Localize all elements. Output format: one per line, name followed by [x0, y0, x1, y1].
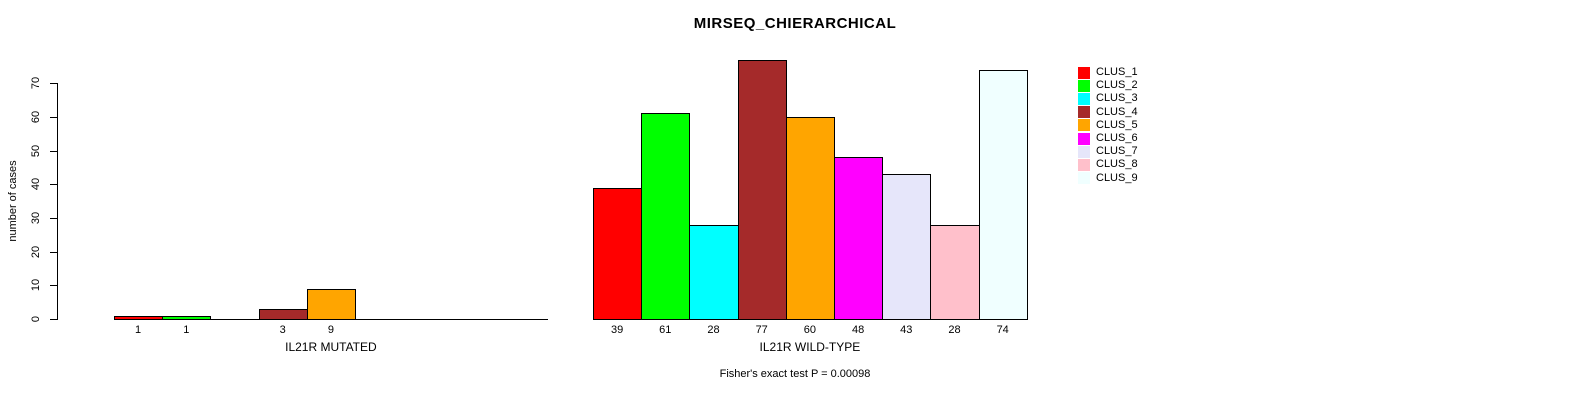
- legend-item: CLUS_1: [1078, 66, 1138, 79]
- bar-value-label: 60: [803, 324, 817, 336]
- bar-value-label: 61: [659, 324, 672, 336]
- bar-clus_2: [641, 113, 691, 320]
- y-tick-mark: [50, 184, 57, 186]
- legend-label: CLUS_7: [1096, 145, 1138, 158]
- bar-clus_9: [978, 69, 1028, 320]
- legend-label: CLUS_3: [1096, 92, 1138, 105]
- bar-value-label: 3: [279, 324, 286, 336]
- bar-clus_8: [930, 224, 980, 320]
- y-axis-label: number of cases: [7, 160, 19, 242]
- y-tick-label: 70: [30, 76, 42, 90]
- y-tick-mark: [50, 116, 57, 118]
- bar-value-label: 74: [996, 324, 1009, 336]
- legend-label: CLUS_8: [1096, 158, 1138, 171]
- legend-item: CLUS_3: [1078, 92, 1138, 105]
- bar-value-label: 28: [948, 324, 961, 336]
- y-tick-mark: [50, 319, 57, 320]
- y-tick-mark: [50, 217, 57, 219]
- y-tick-label: 0: [30, 315, 42, 323]
- y-tick-label: 30: [30, 211, 42, 225]
- bar-value-label: 1: [135, 324, 142, 336]
- bar-value-label: 39: [610, 324, 624, 336]
- legend-swatch-clus_7: [1078, 145, 1090, 158]
- legend-item: CLUS_6: [1078, 132, 1138, 145]
- legend-item: CLUS_8: [1078, 158, 1138, 171]
- legend-label: CLUS_4: [1096, 105, 1138, 118]
- legend-swatch-clus_2: [1078, 79, 1090, 92]
- y-axis-line: [57, 83, 58, 320]
- legend-label: CLUS_2: [1096, 79, 1138, 92]
- bar-clus_3: [689, 224, 739, 320]
- bar-clus_5: [306, 288, 356, 320]
- legend-item: CLUS_7: [1078, 145, 1138, 158]
- bar-value-label: 28: [707, 324, 720, 336]
- bar-value-label: 48: [851, 324, 865, 336]
- group-axis-label: IL21R WILD-TYPE: [759, 340, 861, 354]
- group-axis-label: IL21R MUTATED: [285, 340, 377, 354]
- y-tick-label: 10: [30, 279, 42, 292]
- legend-label: CLUS_5: [1096, 118, 1138, 131]
- bar-clus_1: [593, 187, 643, 320]
- legend-swatch-clus_1: [1078, 66, 1090, 79]
- y-tick-label: 20: [30, 245, 42, 258]
- legend-swatch-clus_6: [1078, 132, 1090, 145]
- y-tick-mark: [50, 83, 57, 85]
- bar-clus_4: [258, 308, 308, 320]
- chart-title: MIRSEQ_CHIERARCHICAL: [693, 15, 897, 32]
- bar-clus_7: [882, 174, 932, 320]
- legend-swatch-clus_3: [1078, 92, 1090, 105]
- legend-item: CLUS_4: [1078, 106, 1138, 119]
- bar-value-label: 43: [900, 324, 913, 336]
- bar-clus_5: [785, 116, 835, 320]
- legend-label: CLUS_6: [1096, 132, 1138, 144]
- bar-clus_2: [162, 315, 212, 320]
- y-tick-mark: [50, 150, 57, 152]
- legend-swatch-clus_4: [1078, 106, 1090, 119]
- y-tick-mark: [50, 251, 57, 253]
- y-tick-mark: [50, 285, 57, 287]
- y-tick-label: 50: [30, 144, 42, 157]
- bar-value-label: 77: [755, 324, 768, 336]
- y-tick-label: 60: [30, 110, 42, 123]
- legend-label: CLUS_1: [1096, 66, 1138, 78]
- legend-swatch-clus_8: [1078, 158, 1090, 171]
- bar-clus_4: [737, 59, 787, 320]
- bar-clus_1: [114, 315, 164, 320]
- bar-clus_6: [834, 157, 884, 320]
- bar-value-label: 9: [327, 324, 334, 336]
- legend-label: CLUS_9: [1096, 171, 1138, 184]
- y-tick-label: 40: [30, 178, 42, 191]
- legend-item: CLUS_2: [1078, 79, 1138, 92]
- legend-item: CLUS_5: [1078, 119, 1138, 132]
- annotation-text: Fisher's exact test P = 0.00098: [719, 368, 871, 380]
- legend-item: CLUS_9: [1078, 172, 1138, 185]
- legend-swatch-clus_5: [1078, 119, 1090, 132]
- bar-value-label: 1: [183, 324, 190, 336]
- legend-swatch-clus_9: [1078, 172, 1090, 185]
